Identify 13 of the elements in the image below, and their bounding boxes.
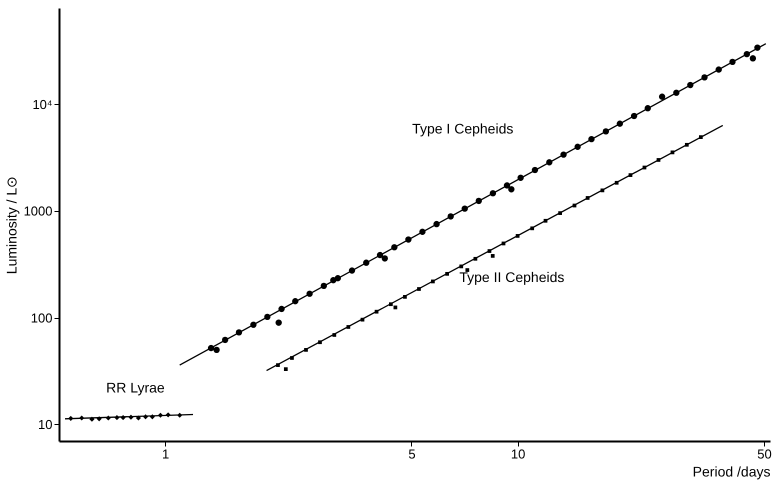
y-axis-title: Luminosity / L⊙ (4, 176, 20, 274)
x-tick-label: 5 (408, 446, 416, 462)
annotation: RR Lyrae (106, 379, 165, 396)
x-tick-label: 50 (757, 446, 772, 462)
y-tick-label: 1000 (24, 204, 52, 219)
x-axis-title: Period /days (692, 464, 770, 480)
y-tick-label: 10⁴ (32, 96, 52, 112)
annotation: Type II Cepheids (459, 269, 564, 286)
x-tick-label: 1 (162, 446, 170, 462)
y-tick-label: 10 (38, 416, 52, 432)
x-tick-label: 10 (510, 446, 526, 462)
y-tick-label: 100 (30, 310, 52, 326)
annotation: Type I Cepheids (412, 120, 514, 136)
